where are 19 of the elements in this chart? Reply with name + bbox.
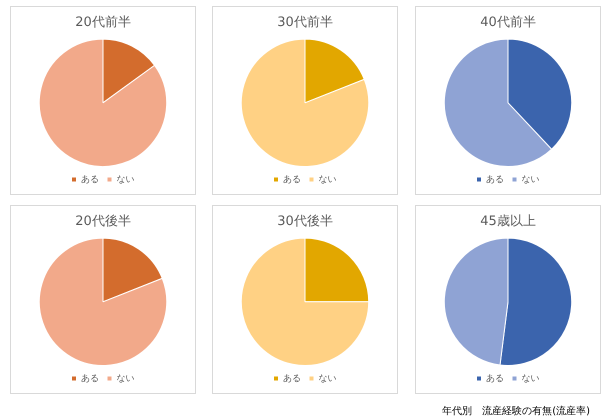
legend-label: ない — [116, 372, 134, 383]
legend-label: ある — [283, 174, 301, 184]
chart-title: 30代後半 — [277, 214, 333, 230]
text: 年代別 流産経験の有無(流産率) — [442, 404, 590, 418]
legend-label: ない — [116, 174, 134, 184]
legend-label: ある — [283, 372, 301, 383]
legend-label: ある — [486, 372, 504, 383]
chart-title: 20代後半 — [75, 214, 131, 230]
legend-label: ない — [522, 174, 540, 184]
chart-title: 45歳以上 — [480, 214, 536, 230]
legend-label: ある — [81, 174, 99, 184]
chart-title: 20代前半 — [75, 15, 131, 30]
legend-label: ない — [522, 372, 540, 383]
legend-label: ある — [486, 174, 504, 184]
legend-label: ない — [318, 372, 336, 383]
chart-title: 30代前半 — [277, 15, 333, 30]
legend-label: ある — [81, 372, 99, 383]
chart-title: 40代前半 — [480, 15, 536, 30]
legend-label: ない — [318, 174, 336, 184]
